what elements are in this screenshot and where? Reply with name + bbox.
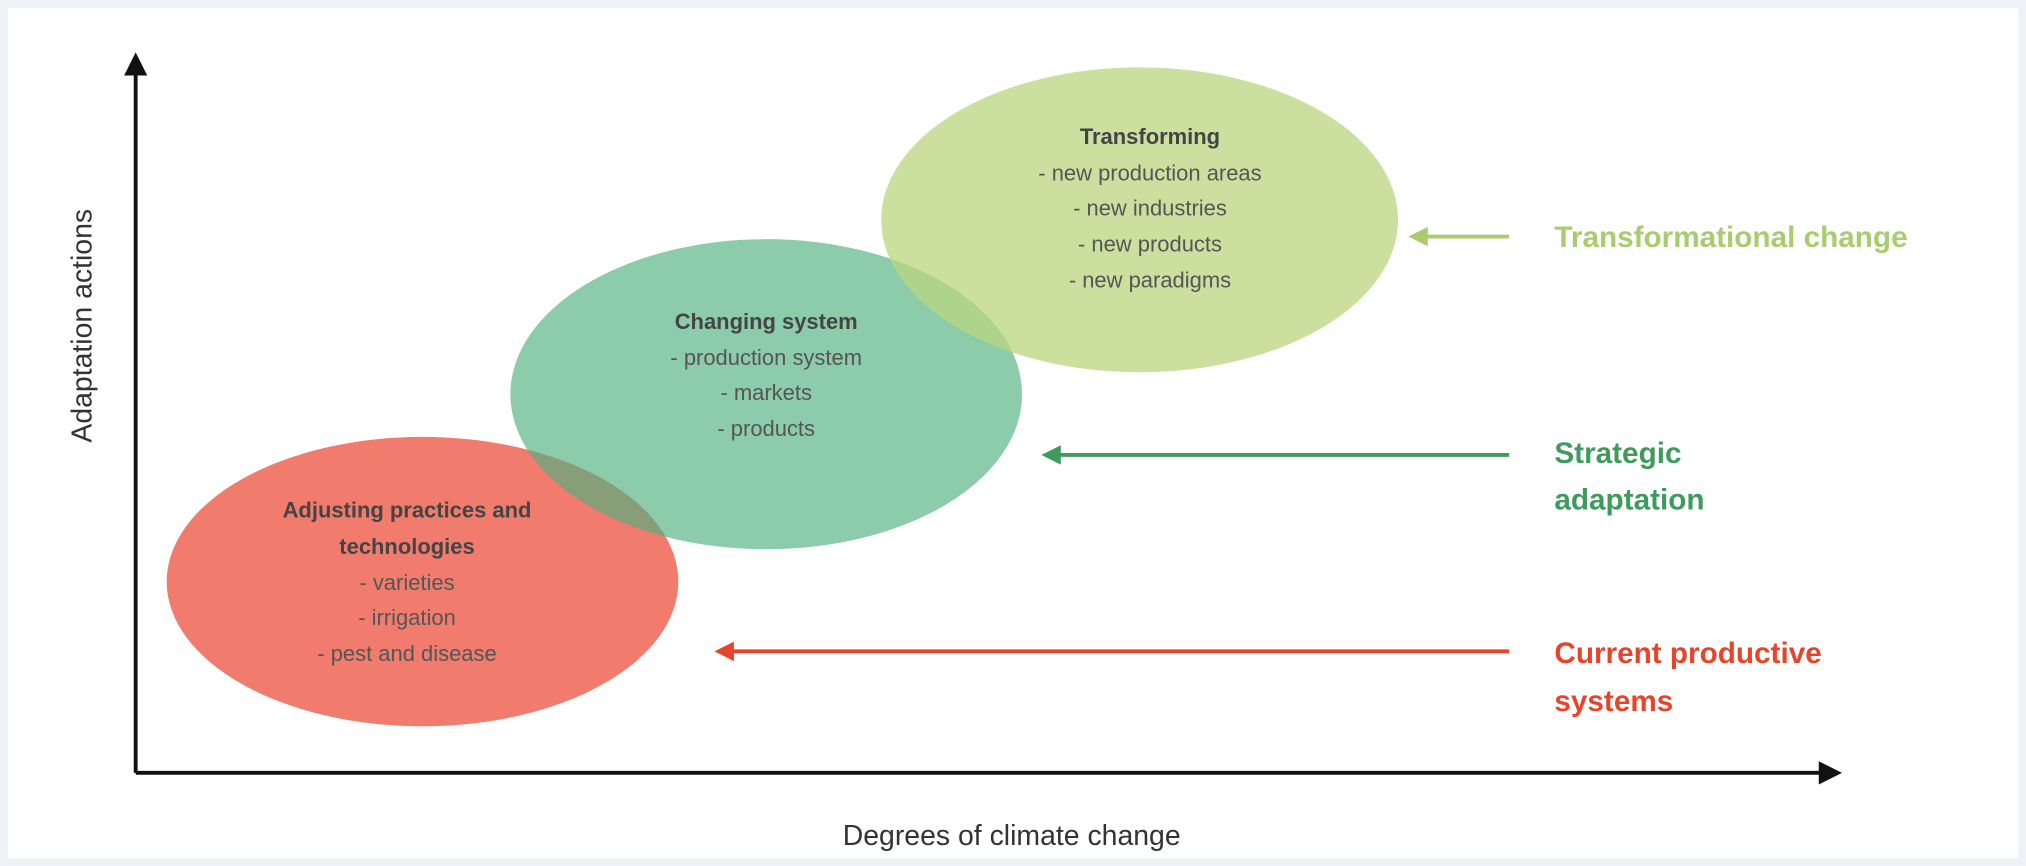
level-label: adaptation <box>1554 483 1704 516</box>
ellipse-item: - production system <box>670 345 862 370</box>
level-label: Strategic <box>1554 437 1681 470</box>
ellipse-item: - new production areas <box>1038 160 1261 185</box>
y-axis-label: Adaptation actions <box>66 209 98 443</box>
ellipse-item: - new paradigms <box>1069 268 1231 293</box>
ellipse-item: - new industries <box>1073 195 1227 220</box>
ellipse-title: Adjusting practices and <box>283 498 532 523</box>
ellipse-title: Transforming <box>1080 124 1220 149</box>
ellipse-item: - varieties <box>359 570 454 595</box>
ellipse-changing <box>510 239 1023 550</box>
ellipse-adjusting <box>166 436 679 727</box>
ellipse-item: - irrigation <box>358 605 456 630</box>
ellipse-title: technologies <box>339 534 474 559</box>
level-label: systems <box>1554 685 1673 718</box>
level-label: Transformational change <box>1554 221 1907 254</box>
x-axis-label: Degrees of climate change <box>843 820 1181 852</box>
ellipse-title: Changing system <box>675 309 858 334</box>
ellipse-item: - products <box>717 416 815 441</box>
ellipse-item: - pest and disease <box>317 641 496 666</box>
ellipse-transforming <box>881 67 1399 373</box>
ellipse-item: - markets <box>720 380 812 405</box>
ellipse-item: - new products <box>1078 231 1222 256</box>
level-label: Current productive <box>1554 637 1821 670</box>
